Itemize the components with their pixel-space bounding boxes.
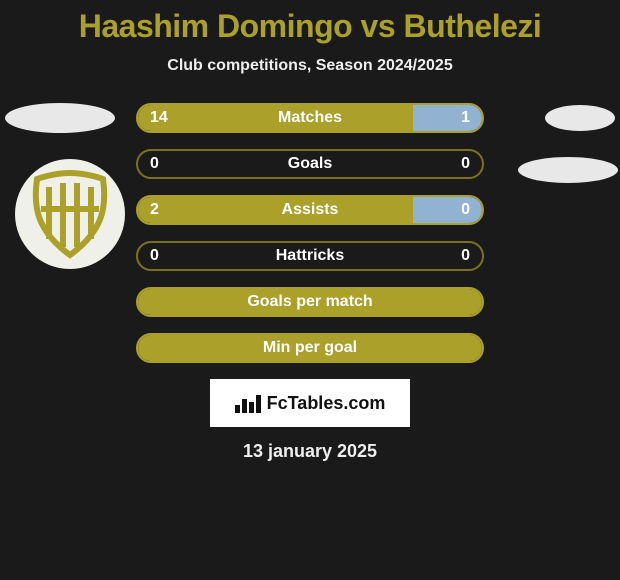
- comparison-body: 141Matches 00Goals 20Assists 00Hattricks Goa…: [0, 103, 620, 462]
- shield-icon: [25, 169, 115, 259]
- stat-row-goals-per-match: Goals per match: [136, 287, 484, 317]
- club-badge-left: [15, 159, 125, 269]
- stat-row-assists: 20Assists: [136, 195, 484, 225]
- stat-row-min-per-goal: Min per goal: [136, 333, 484, 363]
- comparison-title: Haashim Domingo vs Buthelezi: [0, 0, 620, 45]
- branding-text: FcTables.com: [267, 393, 386, 414]
- stat-row-matches: 141Matches: [136, 103, 484, 133]
- player-photo-placeholder-right-2: [518, 157, 618, 183]
- player-photo-placeholder-left: [5, 103, 115, 133]
- stat-label: Hattricks: [138, 247, 482, 265]
- stat-label: Goals: [138, 155, 482, 173]
- bar-chart-icon: [235, 393, 261, 413]
- comparison-subtitle: Club competitions, Season 2024/2025: [0, 57, 620, 75]
- stat-label: Min per goal: [138, 339, 482, 357]
- stat-row-hattricks: 00Hattricks: [136, 241, 484, 271]
- stat-row-goals: 00Goals: [136, 149, 484, 179]
- stat-label: Matches: [138, 109, 482, 127]
- branding-badge: FcTables.com: [210, 379, 410, 427]
- player-photo-placeholder-right-1: [545, 105, 615, 131]
- stat-label: Assists: [138, 201, 482, 219]
- stat-label: Goals per match: [138, 293, 482, 311]
- stat-bars-container: 141Matches 00Goals 20Assists 00Hattricks Goa…: [136, 103, 484, 363]
- generation-date: 13 january 2025: [0, 441, 620, 462]
